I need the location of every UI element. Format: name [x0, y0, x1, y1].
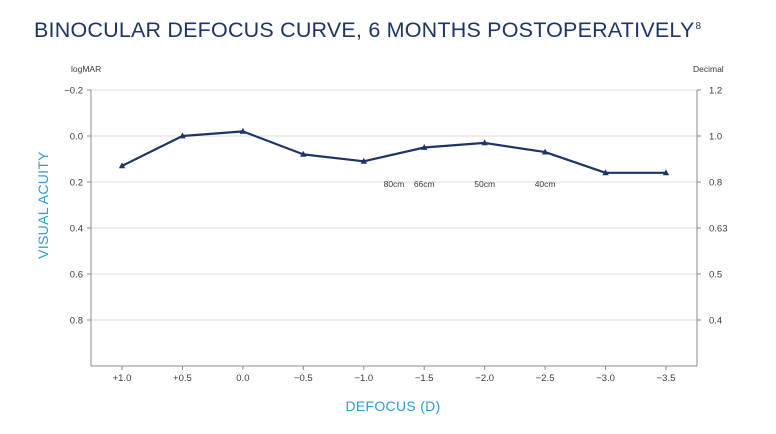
x-axis-ticks: +1.0 +0.5 0.0 −0.5 −1.0 −1.5 −2.0 −2.5 −3.0 −3.5: [113, 366, 676, 384]
x-tick-label: +0.5: [173, 373, 192, 384]
grid-lines: [91, 89, 697, 321]
y-right-tick-label: 0.4: [709, 316, 722, 327]
x-tick-label: −3.0: [596, 373, 615, 384]
y-right-tick-label: 1.2: [709, 86, 722, 97]
data-point-marker: [179, 132, 186, 139]
x-tick-label: −3.5: [657, 373, 676, 384]
x-tick-label: 0.0: [236, 373, 249, 384]
title-footnote-marker: 8: [695, 20, 702, 32]
data-point-marker: [239, 127, 247, 134]
x-axis-title: DEFOCUS (D): [345, 398, 440, 414]
data-point-marker: [662, 169, 670, 176]
y-right-tick-label: 0.63: [709, 224, 728, 235]
distance-annotation: 80cm: [384, 179, 405, 189]
series-line: [121, 130, 666, 174]
data-point-marker: [602, 169, 609, 176]
data-point-marker: [421, 144, 428, 150]
x-tick-label: +1.0: [113, 373, 132, 384]
chart-title-text: BINOCULAR DEFOCUS CURVE, 6 MONTHS POSTOP…: [34, 18, 695, 42]
series: [118, 127, 670, 176]
data-point-marker: [300, 150, 307, 157]
data-point-marker: [118, 162, 126, 169]
distance-annotation: 40cm: [535, 179, 556, 189]
y-left-unit-label: logMAR: [71, 64, 101, 74]
y-left-tick-label: 0.6: [70, 270, 83, 281]
y-left-tick-label: 0.0: [70, 132, 83, 143]
y-axis-title: VISUAL ACUITY: [35, 151, 51, 259]
distance-annotation: 50cm: [474, 179, 495, 189]
y-axis-ticks: −0.2 1.2 0.0 1.0 0.2 0.8 0.4 0.63 0.6 0.5 0.8 0.4: [64, 86, 727, 327]
y-left-tick-label: 0.2: [70, 178, 83, 189]
annotations: 80cm 66cm 50cm 40cm: [384, 179, 556, 189]
y-left-tick-label: 0.8: [70, 316, 83, 327]
data-point-marker: [360, 157, 367, 164]
chart-title: BINOCULAR DEFOCUS CURVE, 6 MONTHS POSTOP…: [34, 18, 701, 43]
y-right-tick-label: 0.8: [709, 178, 722, 189]
x-tick-label: −2.5: [536, 373, 555, 384]
y-right-tick-label: 0.5: [709, 270, 722, 281]
data-point-marker: [481, 139, 488, 146]
x-tick-label: −0.5: [294, 373, 313, 384]
x-tick-label: −1.5: [415, 373, 434, 384]
y-left-tick-label: −0.2: [64, 86, 83, 97]
data-point-marker: [541, 148, 549, 155]
y-right-tick-label: 1.0: [709, 132, 722, 143]
distance-annotation: 66cm: [414, 179, 435, 189]
x-tick-label: −1.0: [354, 373, 373, 384]
y-left-tick-label: 0.4: [70, 224, 83, 235]
x-tick-label: −2.0: [475, 373, 494, 384]
y-right-unit-label: Decimal: [693, 64, 724, 74]
